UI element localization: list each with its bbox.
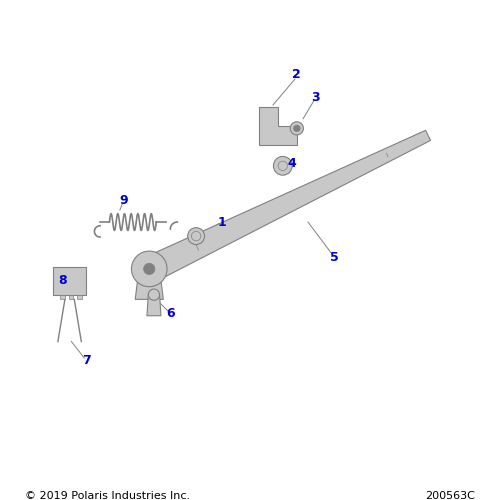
Circle shape <box>148 289 160 300</box>
Text: 4: 4 <box>288 157 296 170</box>
Bar <box>68 294 73 300</box>
Polygon shape <box>135 280 164 299</box>
Circle shape <box>278 161 287 170</box>
Circle shape <box>290 122 304 135</box>
Polygon shape <box>150 130 430 278</box>
Text: 9: 9 <box>119 194 128 207</box>
Polygon shape <box>147 294 161 316</box>
Text: 7: 7 <box>82 354 90 367</box>
FancyBboxPatch shape <box>53 266 86 294</box>
Circle shape <box>132 251 167 286</box>
Text: 6: 6 <box>166 307 174 320</box>
Text: 1: 1 <box>218 216 226 228</box>
Text: 2: 2 <box>292 68 301 81</box>
Bar <box>77 294 82 300</box>
Circle shape <box>294 125 300 132</box>
Text: © 2019 Polaris Industries Inc.: © 2019 Polaris Industries Inc. <box>25 491 190 500</box>
Text: 200563C: 200563C <box>425 491 475 500</box>
Circle shape <box>144 264 155 274</box>
Polygon shape <box>260 108 297 144</box>
Circle shape <box>188 228 204 244</box>
Text: 5: 5 <box>330 250 338 264</box>
Bar <box>60 294 65 300</box>
Circle shape <box>192 232 201 241</box>
Text: 3: 3 <box>312 92 320 104</box>
Text: 8: 8 <box>58 274 67 287</box>
Circle shape <box>274 156 292 175</box>
